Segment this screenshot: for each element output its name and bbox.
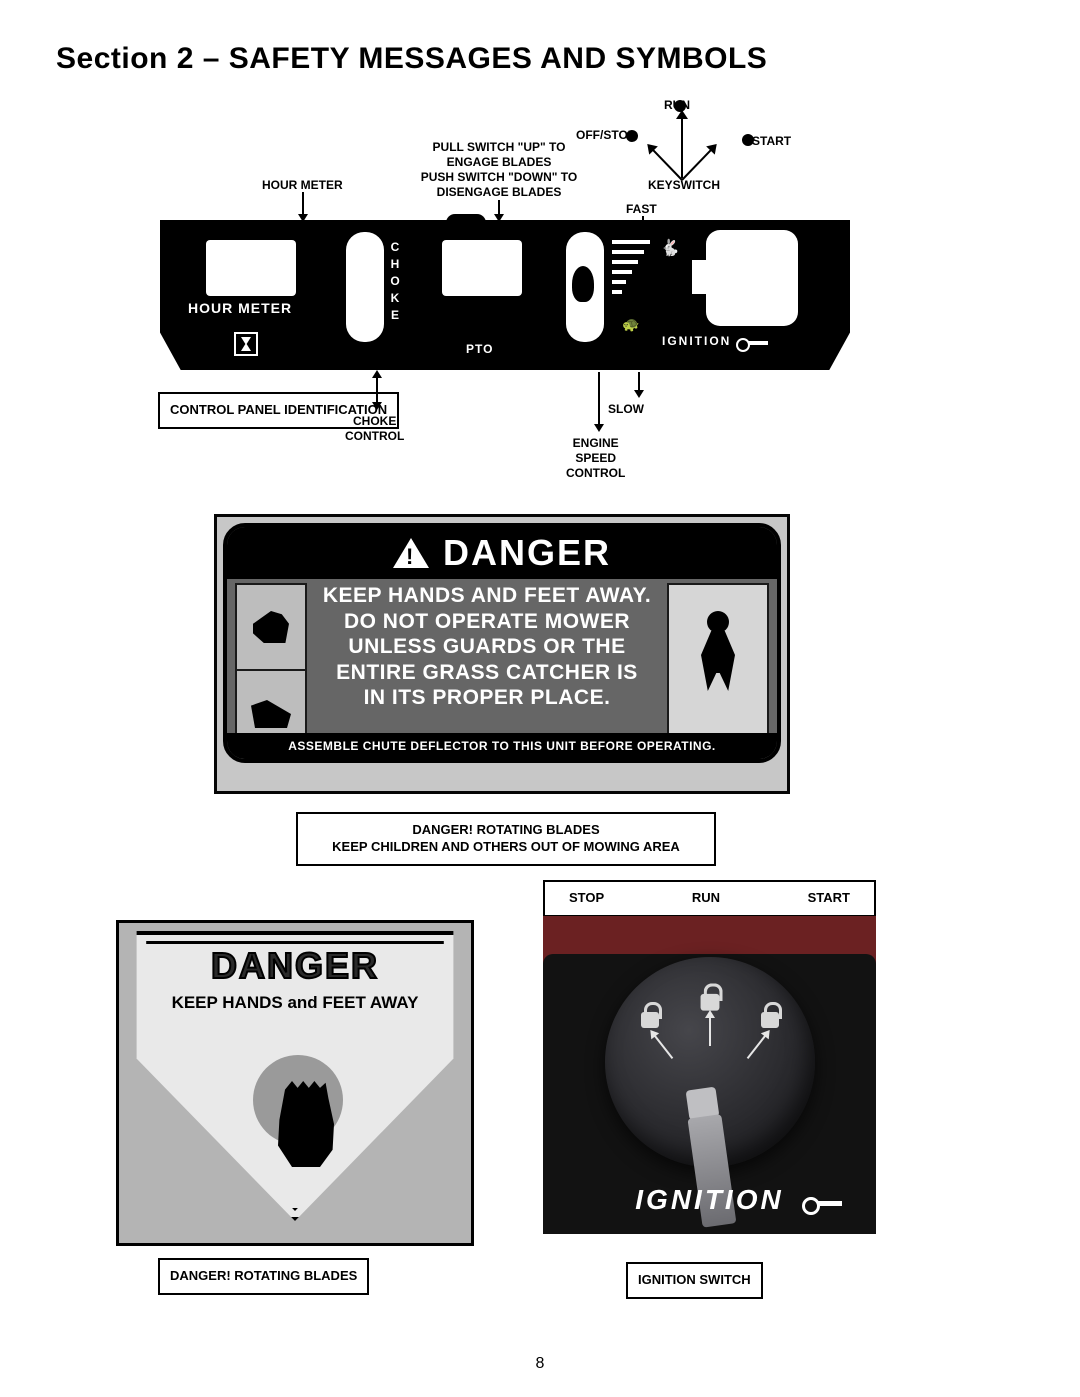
box-danger1-label: DANGER! ROTATING BLADES KEEP CHILDREN AN… xyxy=(296,812,716,866)
danger1-footer: ASSEMBLE CHUTE DEFLECTOR TO THIS UNIT BE… xyxy=(227,733,777,759)
pto-cutout xyxy=(442,240,522,296)
thrown-person-icon xyxy=(695,611,741,731)
danger1-title: DANGER xyxy=(443,532,611,574)
fan-line-off xyxy=(681,145,716,181)
danger-label-main: DANGER KEEP HANDS AND FEET AWAY. DO NOT … xyxy=(214,514,790,794)
speed-wedge-icon xyxy=(612,240,650,300)
key-icon xyxy=(736,336,768,348)
hourglass-icon xyxy=(234,332,258,356)
speed-knob-icon xyxy=(572,266,594,302)
pto-disc-icon xyxy=(446,214,486,232)
callout-choke-control: CHOKE CONTROL xyxy=(345,414,404,444)
marker-start xyxy=(742,134,754,146)
danger2-hand-graphic xyxy=(235,1055,355,1175)
callout-engine-speed: ENGINE SPEED CONTROL xyxy=(566,436,625,481)
panel-ignition-label: IGNITION xyxy=(662,334,731,348)
callout-keyswitch: KEYSWITCH xyxy=(648,178,720,193)
callout-pto-switch: PULL SWITCH "UP" TO ENGAGE BLADES PUSH S… xyxy=(404,140,594,200)
lock-icon-start xyxy=(759,1002,781,1028)
arrow-slow xyxy=(638,372,640,396)
ignition-switch-photo: IGNITION xyxy=(543,916,876,1234)
lock-icon-run xyxy=(698,983,721,1010)
callout-start: START xyxy=(752,134,791,149)
arrow-engine-speed xyxy=(598,372,600,430)
danger2-title: DANGER xyxy=(134,945,456,987)
ignition-cutout xyxy=(706,230,798,326)
hand-icon xyxy=(271,1081,341,1167)
panel-hour-meter-label: HOUR METER xyxy=(188,300,292,316)
callout-hour-meter: HOUR METER xyxy=(262,178,343,193)
control-panel: 🐇 🐢 HOUR METER PTO IGNITION CHOKE xyxy=(160,220,850,370)
foot-cut-icon xyxy=(251,700,291,728)
warning-triangle-icon xyxy=(393,538,429,568)
hand-cut-icon xyxy=(253,611,289,643)
page-number: 8 xyxy=(0,1355,1080,1373)
rabbit-icon: 🐇 xyxy=(660,238,680,258)
ignition-key-icon xyxy=(802,1196,842,1212)
arrow-hour-meter xyxy=(302,192,304,220)
fan-line-run xyxy=(681,112,683,178)
page-title: Section 2 – SAFETY MESSAGES AND SYMBOLS xyxy=(56,42,767,76)
fan-line-start xyxy=(648,145,683,181)
danger2-subtitle: KEEP HANDS and FEET AWAY xyxy=(134,993,456,1013)
arrow-pto xyxy=(498,200,500,220)
callout-fast: FAST xyxy=(626,202,657,217)
box-danger2-label: DANGER! ROTATING BLADES xyxy=(158,1258,369,1295)
danger-label-pentagon: DANGER KEEP HANDS and FEET AWAY xyxy=(116,920,474,1246)
ign-arrow-run xyxy=(709,1012,711,1046)
panel-choke-label: CHOKE xyxy=(388,240,402,325)
panel-pto-label: PTO xyxy=(466,342,493,356)
ign-pos-start: START xyxy=(808,890,850,907)
turtle-icon: 🐢 xyxy=(622,316,639,333)
hour-meter-cutout xyxy=(206,240,296,296)
choke-slot xyxy=(346,232,384,342)
box-ignition-label: IGNITION SWITCH xyxy=(626,1262,763,1299)
ign-pos-run: RUN xyxy=(692,890,720,907)
ign-pos-stop: STOP xyxy=(569,890,604,907)
marker-offstop xyxy=(626,130,638,142)
box-ignition-positions: STOP RUN START xyxy=(543,880,876,917)
callout-slow: SLOW xyxy=(608,402,644,417)
lock-icon-stop xyxy=(639,1002,661,1028)
danger1-body: KEEP HANDS AND FEET AWAY. DO NOT OPERATE… xyxy=(313,583,661,711)
